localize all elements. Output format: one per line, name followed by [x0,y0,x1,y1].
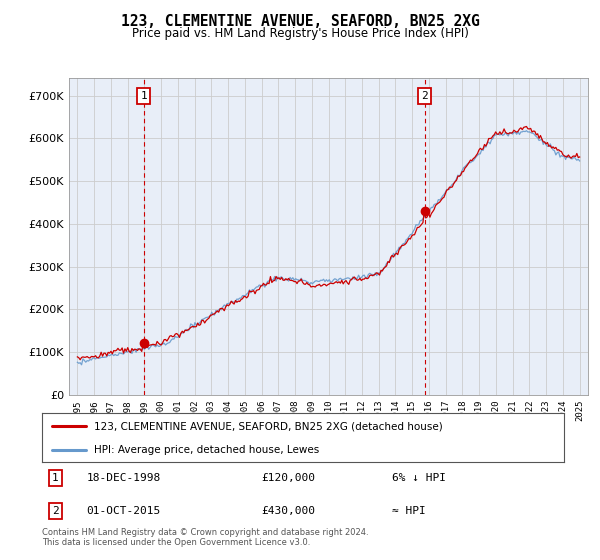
Text: Contains HM Land Registry data © Crown copyright and database right 2024.
This d: Contains HM Land Registry data © Crown c… [42,528,368,547]
Text: 2: 2 [52,506,58,516]
Text: £120,000: £120,000 [261,473,315,483]
Text: 123, CLEMENTINE AVENUE, SEAFORD, BN25 2XG: 123, CLEMENTINE AVENUE, SEAFORD, BN25 2X… [121,14,479,29]
Text: ≈ HPI: ≈ HPI [392,506,425,516]
Text: 1: 1 [140,91,147,101]
Text: 18-DEC-1998: 18-DEC-1998 [86,473,161,483]
Text: 01-OCT-2015: 01-OCT-2015 [86,506,161,516]
Text: 1: 1 [52,473,58,483]
Text: HPI: Average price, detached house, Lewes: HPI: Average price, detached house, Lewe… [94,445,319,455]
Text: 6% ↓ HPI: 6% ↓ HPI [392,473,446,483]
Text: 2: 2 [421,91,428,101]
Text: £430,000: £430,000 [261,506,315,516]
Text: Price paid vs. HM Land Registry's House Price Index (HPI): Price paid vs. HM Land Registry's House … [131,27,469,40]
Text: 123, CLEMENTINE AVENUE, SEAFORD, BN25 2XG (detached house): 123, CLEMENTINE AVENUE, SEAFORD, BN25 2X… [94,421,443,431]
